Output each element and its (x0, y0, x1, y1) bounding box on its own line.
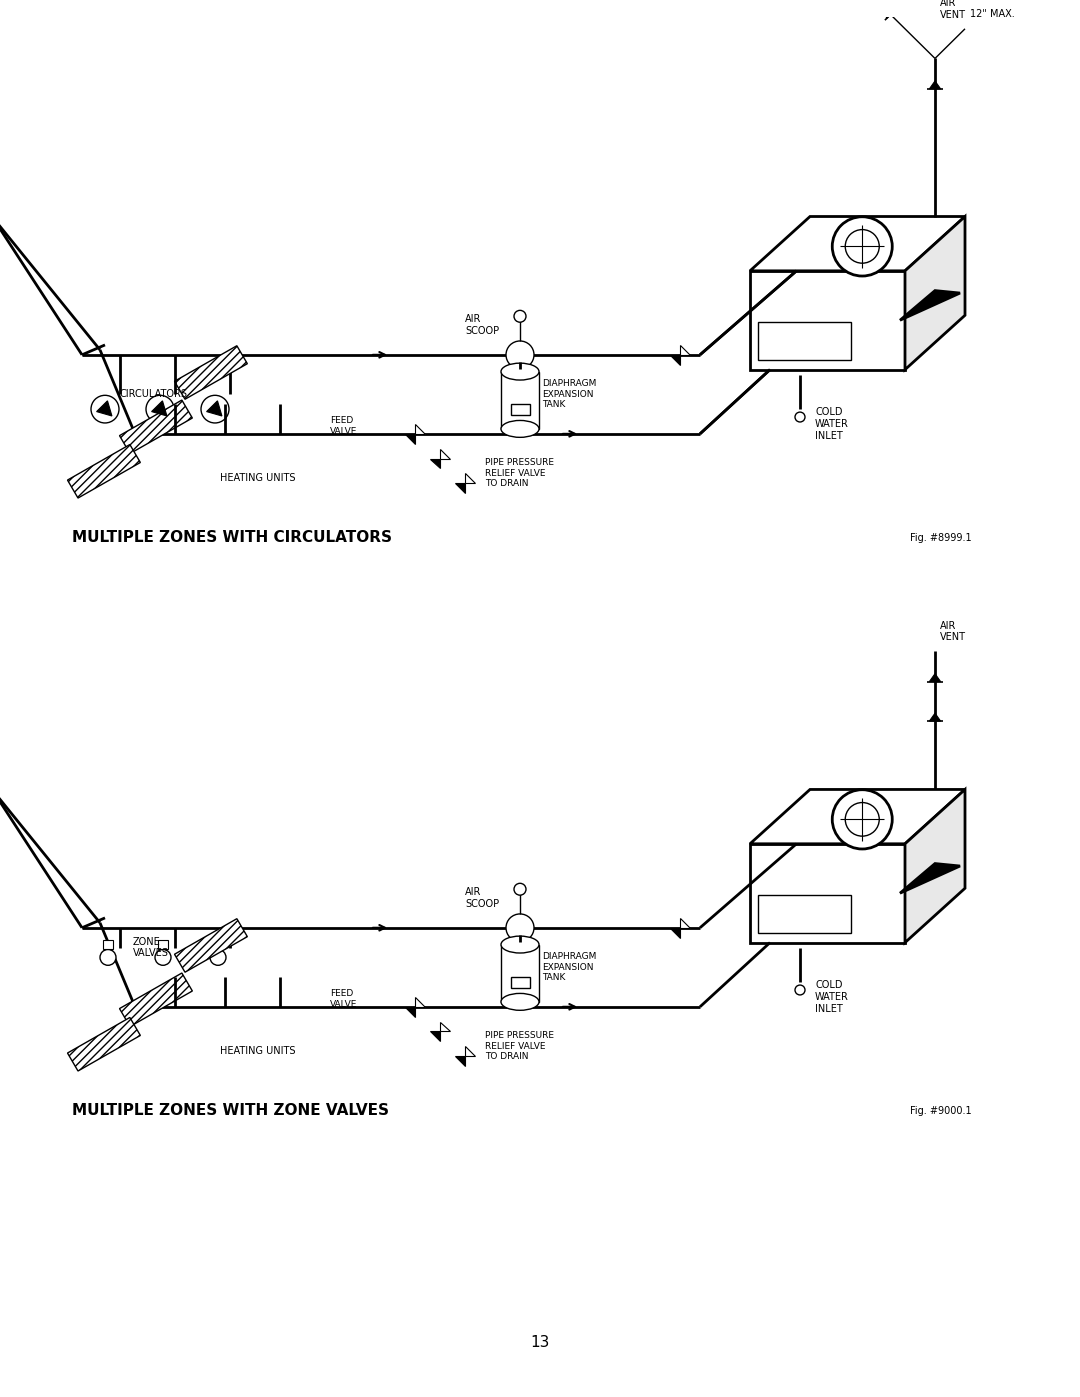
Polygon shape (430, 458, 440, 468)
Circle shape (507, 914, 534, 942)
Text: CIRCULATORS: CIRCULATORS (120, 390, 188, 400)
Circle shape (795, 412, 805, 422)
Circle shape (846, 802, 879, 837)
Polygon shape (750, 789, 966, 844)
Circle shape (833, 789, 892, 849)
Polygon shape (900, 863, 960, 893)
Polygon shape (885, 8, 894, 18)
Polygon shape (175, 345, 247, 400)
Polygon shape (750, 271, 905, 370)
Polygon shape (103, 940, 113, 950)
Circle shape (100, 950, 116, 965)
Circle shape (91, 395, 119, 423)
Text: AIR
SCOOP: AIR SCOOP (465, 314, 499, 335)
Text: COLD
WATER
INLET: COLD WATER INLET (815, 408, 849, 440)
Polygon shape (930, 714, 941, 721)
Text: ZONE
VALVES: ZONE VALVES (133, 937, 168, 958)
Ellipse shape (501, 363, 539, 380)
Polygon shape (680, 345, 690, 355)
Polygon shape (120, 400, 192, 454)
Polygon shape (67, 1017, 140, 1071)
Polygon shape (175, 919, 247, 972)
Polygon shape (670, 928, 680, 937)
Polygon shape (750, 844, 905, 943)
Polygon shape (415, 425, 424, 434)
Polygon shape (440, 1021, 450, 1031)
Text: MULTIPLE ZONES WITH ZONE VALVES: MULTIPLE ZONES WITH ZONE VALVES (72, 1104, 389, 1118)
Polygon shape (670, 355, 680, 365)
Circle shape (210, 950, 226, 965)
Ellipse shape (501, 936, 539, 953)
Polygon shape (905, 789, 966, 943)
Text: AIR
VENT: AIR VENT (940, 0, 966, 20)
Text: FEED
VALVE: FEED VALVE (330, 416, 357, 436)
Polygon shape (206, 401, 221, 416)
Polygon shape (511, 404, 530, 415)
Polygon shape (900, 291, 960, 320)
Polygon shape (750, 217, 966, 271)
Text: AIR
VENT: AIR VENT (940, 620, 966, 643)
Polygon shape (440, 448, 450, 458)
Circle shape (514, 310, 526, 323)
Circle shape (846, 229, 879, 263)
Ellipse shape (501, 993, 539, 1010)
Circle shape (146, 395, 174, 423)
Polygon shape (511, 978, 530, 988)
Text: 13: 13 (530, 1336, 550, 1350)
Polygon shape (930, 81, 941, 89)
Polygon shape (405, 1007, 415, 1017)
Polygon shape (680, 918, 690, 928)
Ellipse shape (501, 420, 539, 437)
Polygon shape (415, 997, 424, 1007)
Polygon shape (465, 474, 475, 483)
Text: Fig. #9000.1: Fig. #9000.1 (910, 1105, 972, 1116)
Polygon shape (120, 974, 192, 1027)
Polygon shape (758, 895, 851, 933)
Text: 12" MAX.: 12" MAX. (970, 8, 1015, 20)
Circle shape (514, 883, 526, 895)
Polygon shape (67, 444, 140, 499)
Polygon shape (905, 217, 966, 370)
Polygon shape (501, 372, 539, 429)
Polygon shape (405, 434, 415, 444)
Text: HEATING UNITS: HEATING UNITS (220, 1046, 296, 1056)
Text: DIAPHRAGM
EXPANSION
TANK: DIAPHRAGM EXPANSION TANK (542, 380, 596, 409)
Text: PIPE PRESSURE
RELIEF VALVE
TO DRAIN: PIPE PRESSURE RELIEF VALVE TO DRAIN (485, 458, 554, 488)
Polygon shape (213, 940, 222, 950)
Text: MULTIPLE ZONES WITH CIRCULATORS: MULTIPLE ZONES WITH CIRCULATORS (72, 529, 392, 545)
Text: AIR
SCOOP: AIR SCOOP (465, 887, 499, 909)
Polygon shape (455, 1056, 465, 1066)
Text: HEATING UNITS: HEATING UNITS (220, 474, 296, 483)
Polygon shape (151, 401, 167, 416)
Circle shape (156, 950, 171, 965)
Circle shape (201, 395, 229, 423)
Circle shape (833, 217, 892, 277)
Text: FEED
VALVE: FEED VALVE (330, 989, 357, 1009)
Polygon shape (465, 1046, 475, 1056)
Text: PIPE PRESSURE
RELIEF VALVE
TO DRAIN: PIPE PRESSURE RELIEF VALVE TO DRAIN (485, 1031, 554, 1062)
Text: Fig. #8999.1: Fig. #8999.1 (910, 532, 972, 542)
Text: COLD
WATER
INLET: COLD WATER INLET (815, 981, 849, 1013)
Polygon shape (758, 323, 851, 360)
Polygon shape (455, 483, 465, 493)
Circle shape (507, 341, 534, 369)
Polygon shape (930, 673, 941, 682)
Polygon shape (96, 401, 112, 416)
Polygon shape (158, 940, 168, 950)
Circle shape (795, 985, 805, 995)
Polygon shape (501, 944, 539, 1002)
Polygon shape (430, 1031, 440, 1041)
Text: DIAPHRAGM
EXPANSION
TANK: DIAPHRAGM EXPANSION TANK (542, 953, 596, 982)
